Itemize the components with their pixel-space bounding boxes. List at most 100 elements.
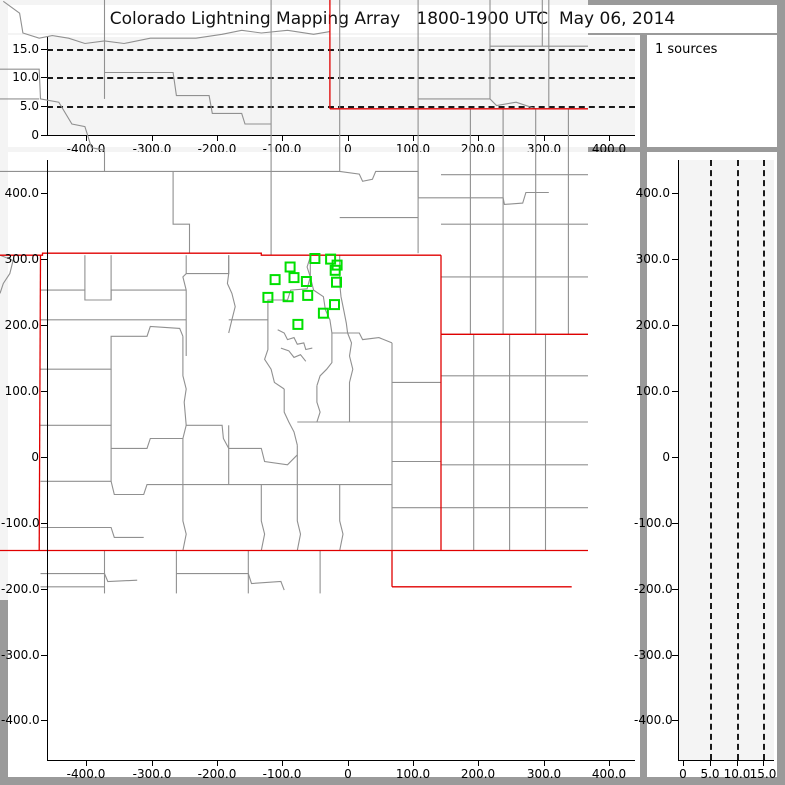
altitude-east-y-tick — [672, 720, 678, 721]
source-marker[interactable] — [292, 318, 304, 330]
county-border — [228, 255, 311, 321]
map-y-tick — [41, 720, 47, 721]
map-x-tick — [86, 760, 87, 766]
map-y-label: -200.0 — [1, 582, 40, 596]
map-x-label: 400.0 — [591, 767, 627, 781]
altitude-east-x-label: 5.0 — [700, 767, 720, 781]
county-border — [182, 255, 187, 356]
source-marker[interactable] — [282, 291, 294, 303]
altitude-east-plot-area[interactable] — [678, 160, 774, 760]
county-border — [260, 484, 266, 551]
source-marker[interactable] — [284, 261, 296, 273]
map-x-label: 0 — [344, 767, 352, 781]
source-marker[interactable] — [309, 253, 321, 264]
altitude-east-x-tick — [763, 760, 764, 766]
map-y-label: 400.0 — [4, 186, 39, 200]
county-border — [104, 71, 272, 125]
time-altitude-y-tick — [41, 135, 47, 136]
altitude-east-y-tick — [672, 259, 678, 260]
time-altitude-y-label: 15.0 — [12, 42, 39, 56]
source-marker[interactable] — [288, 272, 300, 284]
time-altitude-x-tick — [609, 135, 610, 141]
sources-count-label: 1 sources — [655, 42, 718, 57]
title-bar: Colorado Lightning Mapping Array 1800-19… — [8, 5, 777, 33]
time-altitude-x-tick — [544, 135, 545, 141]
county-border — [316, 385, 321, 423]
altitude-east-y-label: -200.0 — [634, 582, 673, 596]
map-x-axis — [47, 760, 635, 761]
county-border — [339, 255, 349, 334]
county-border — [176, 573, 285, 591]
altitude-east-y-label: 100.0 — [635, 384, 670, 398]
county-border — [263, 319, 285, 390]
time-altitude-plot-area[interactable] — [47, 37, 635, 135]
altitude-east-x-tick — [737, 760, 738, 766]
altitude-east-y-label: -400.0 — [634, 713, 673, 727]
map-x-label: -300.0 — [132, 767, 172, 781]
source-marker[interactable] — [329, 264, 341, 276]
source-marker[interactable] — [302, 289, 314, 301]
map-x-tick — [544, 760, 545, 766]
map-y-label: -100.0 — [1, 516, 40, 530]
map-x-tick — [478, 760, 479, 766]
county-border — [418, 98, 536, 110]
county-border — [182, 454, 298, 486]
altitude-east-x-axis — [678, 760, 774, 761]
county-border — [40, 424, 230, 449]
source-marker[interactable] — [317, 307, 329, 319]
map-geography — [0, 0, 588, 594]
map-y-tick — [41, 325, 47, 326]
state-border-co-north — [0, 252, 441, 256]
county-border — [296, 484, 302, 551]
county-border — [40, 480, 183, 496]
time-altitude-y-label: 5.0 — [19, 99, 39, 113]
altitude-east-y-label: 300.0 — [635, 252, 670, 266]
altitude-east-y-tick — [672, 523, 678, 524]
altitude-east-y-label: 0 — [662, 450, 670, 464]
altitude-east-x-tick — [683, 760, 684, 766]
map-y-tick — [41, 589, 47, 590]
source-marker[interactable] — [329, 299, 340, 311]
altitude-east-x-tick — [710, 760, 711, 766]
altitude-east-y-tick — [672, 457, 678, 458]
source-marker[interactable] — [262, 291, 274, 303]
time-altitude-x-tick — [217, 135, 218, 141]
time-altitude-y-label: 0 — [31, 128, 39, 142]
source-marker[interactable] — [300, 276, 312, 287]
map-plot-area[interactable] — [0, 0, 588, 600]
map-x-tick — [152, 760, 153, 766]
map-y-label: 0 — [31, 450, 39, 464]
source-marker[interactable] — [269, 274, 281, 286]
source-marker[interactable] — [325, 253, 337, 265]
altitude-east-y-label: 400.0 — [635, 186, 670, 200]
map-x-label: 100.0 — [395, 767, 431, 781]
time-altitude-x-tick — [348, 135, 349, 141]
map-y-label: -400.0 — [1, 713, 40, 727]
map-y-label: 300.0 — [4, 252, 39, 266]
county-border — [40, 325, 184, 370]
county-border — [339, 484, 344, 551]
county-border — [309, 255, 333, 334]
time-altitude-gridline — [47, 49, 635, 51]
map-y-tick — [41, 259, 47, 260]
time-altitude-y-tick — [41, 106, 47, 107]
map-y-tick — [41, 655, 47, 656]
county-border — [40, 289, 187, 301]
map-y-tick — [41, 193, 47, 194]
time-altitude-gridline — [47, 106, 635, 108]
time-altitude-x-label: 0 — [344, 142, 352, 156]
county-border — [103, 150, 272, 172]
county-border — [182, 336, 187, 426]
county-border — [182, 484, 187, 551]
altitude-east-y-tick — [672, 193, 678, 194]
source-marker[interactable] — [331, 276, 342, 288]
time-altitude-x-tick — [86, 135, 87, 141]
page-title: Colorado Lightning Mapping Array 1800-19… — [109, 9, 676, 29]
map-x-tick — [348, 760, 349, 766]
time-altitude-y-label: 10.0 — [12, 70, 39, 84]
county-border — [40, 573, 138, 583]
map-x-label: 200.0 — [460, 767, 496, 781]
map-x-label: 300.0 — [526, 767, 562, 781]
altitude-east-y-axis — [678, 160, 679, 760]
time-altitude-y-axis — [47, 37, 48, 135]
